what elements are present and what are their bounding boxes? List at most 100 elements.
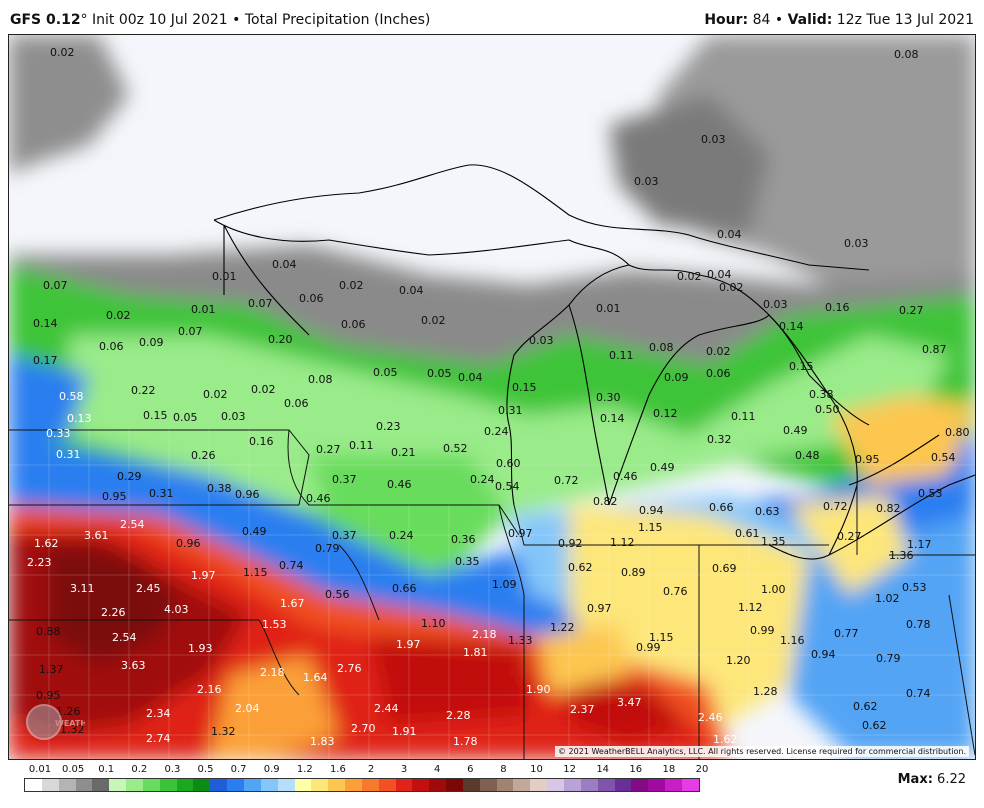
precip-value-label: 2.46 [698, 711, 723, 724]
legend-tick: 10 [530, 764, 543, 775]
legend-swatch [361, 779, 379, 791]
precip-value-label: 0.14 [779, 320, 804, 333]
legend-swatch [277, 779, 295, 791]
precip-value-label: 0.37 [332, 473, 357, 486]
precip-value-label: 0.08 [308, 373, 333, 386]
precip-value-label: 0.58 [59, 390, 84, 403]
precip-value-label: 0.01 [596, 302, 621, 315]
precip-value-label: 1.90 [526, 683, 551, 696]
precip-value-label: 0.95 [36, 689, 61, 702]
precip-value-label: 0.07 [248, 297, 273, 310]
valid-value: 12z Tue 13 Jul 2021 [832, 12, 974, 28]
precip-value-label: 1.28 [753, 685, 778, 698]
legend-swatch [243, 779, 261, 791]
legend-swatch [614, 779, 632, 791]
legend-swatch [193, 779, 211, 791]
precip-value-label: 0.16 [825, 301, 850, 314]
precip-value-label: 0.72 [823, 500, 848, 513]
precip-value-label: 1.10 [421, 617, 446, 630]
valid-time: Hour: 84 • Valid: 12z Tue 13 Jul 2021 [704, 12, 974, 28]
precip-value-label: 2.04 [235, 702, 260, 715]
legend-tick: 2 [367, 764, 375, 775]
precip-value-label: 0.52 [443, 442, 468, 455]
legend-swatch [25, 779, 42, 791]
precip-value-label: 1.62 [34, 537, 59, 550]
legend-tick: 1.2 [296, 764, 313, 775]
precip-value-label: 0.50 [815, 403, 840, 416]
precip-value-label: 1.36 [889, 549, 914, 562]
legend-tick: 0.5 [197, 764, 214, 775]
precip-value-label: 0.02 [719, 281, 744, 294]
precip-value-label: 0.02 [106, 309, 131, 322]
precip-value-label: 0.02 [203, 388, 228, 401]
legend-swatch [210, 779, 228, 791]
precip-value-label: 0.03 [763, 298, 788, 311]
legend-tick: 14 [596, 764, 610, 775]
precip-value-label: 0.33 [46, 427, 71, 440]
legend-swatch [597, 779, 615, 791]
precip-value-label: 3.11 [70, 582, 95, 595]
precip-value-label: 0.79 [876, 652, 901, 665]
precip-value-label: 0.62 [862, 719, 887, 732]
legend-tick: 0.3 [164, 764, 181, 775]
legend-tick: 4 [434, 764, 441, 775]
precip-value-label: 0.31 [149, 487, 174, 500]
legend-tick: 1.6 [329, 764, 346, 775]
precip-value-label: 0.30 [596, 391, 621, 404]
precip-value-label: 2.74 [146, 732, 171, 745]
precip-value-label: 1.15 [638, 521, 663, 534]
precip-value-label: 0.89 [621, 566, 646, 579]
precip-value-label: 0.07 [43, 279, 68, 292]
precip-value-label: 0.37 [332, 529, 357, 542]
precip-value-label: 1.12 [610, 536, 635, 549]
precip-value-label: 0.56 [325, 588, 350, 601]
precip-value-label: 0.82 [593, 495, 618, 508]
precip-value-label: 0.21 [391, 446, 416, 459]
legend-swatch [564, 779, 581, 791]
precip-value-label: 2.18 [260, 666, 285, 679]
precip-value-labels: 0.02 0.080.030.030.040.030.040.01 0.02 0.04… [27, 46, 970, 748]
precip-value-label: 0.16 [249, 435, 274, 448]
precip-value-label: 0.74 [906, 687, 931, 700]
precip-value-label: 1.78 [453, 735, 478, 748]
precip-value-label: 0.27 [837, 530, 862, 543]
legend-tick: 0.05 [61, 764, 85, 775]
precip-value-label: 0.69 [712, 562, 737, 575]
legend-swatch [227, 779, 244, 791]
precip-value-label: 0.01 [191, 303, 216, 316]
legend-swatch [631, 779, 649, 791]
precip-value-label: 1.22 [550, 621, 575, 634]
precip-value-label: 0.06 [341, 318, 366, 331]
precip-value-label: 0.22 [131, 384, 156, 397]
precip-value-label: 0.96 [235, 488, 260, 501]
precip-value-label: 0.62 [853, 700, 878, 713]
precip-value-label: 0.66 [709, 501, 734, 514]
precip-value-label: 0.20 [268, 333, 293, 346]
precip-value-label: 0.31 [498, 404, 523, 417]
legend-color-bar [24, 778, 700, 792]
legend-swatch [126, 779, 143, 791]
precip-value-label: 0.03 [844, 237, 869, 250]
precip-value-label: 0.02 [421, 314, 446, 327]
svg-text:WEATHERBELL: WEATHERBELL [55, 719, 85, 728]
legend-swatch [479, 779, 497, 791]
precip-value-label: 0.88 [36, 625, 61, 638]
legend-swatch [58, 779, 76, 791]
precip-value-label: 1.15 [243, 566, 268, 579]
precip-value-label: 3.61 [84, 529, 109, 542]
legend-tick: 6 [467, 764, 474, 775]
legend-swatch [513, 779, 531, 791]
precip-value-label: 2.34 [146, 707, 171, 720]
precip-value-label: 0.49 [242, 525, 267, 538]
precip-value-label: 0.31 [56, 448, 81, 461]
precip-value-label: 0.09 [139, 336, 164, 349]
legend-swatch [92, 779, 110, 791]
legend-tick: 20 [695, 764, 709, 775]
precip-value-label: 0.95 [102, 490, 127, 503]
legend-tick: 8 [500, 764, 507, 775]
precip-value-label: 0.99 [636, 641, 661, 654]
precip-value-label: 2.23 [27, 556, 52, 569]
precip-value-label: 1.64 [303, 671, 328, 684]
legend-swatch [648, 779, 666, 791]
precipitation-map[interactable]: 0.02 0.08 0.03 0.03 0.04 0.03 0.04 0.01 0.02 0.04… [8, 34, 976, 760]
